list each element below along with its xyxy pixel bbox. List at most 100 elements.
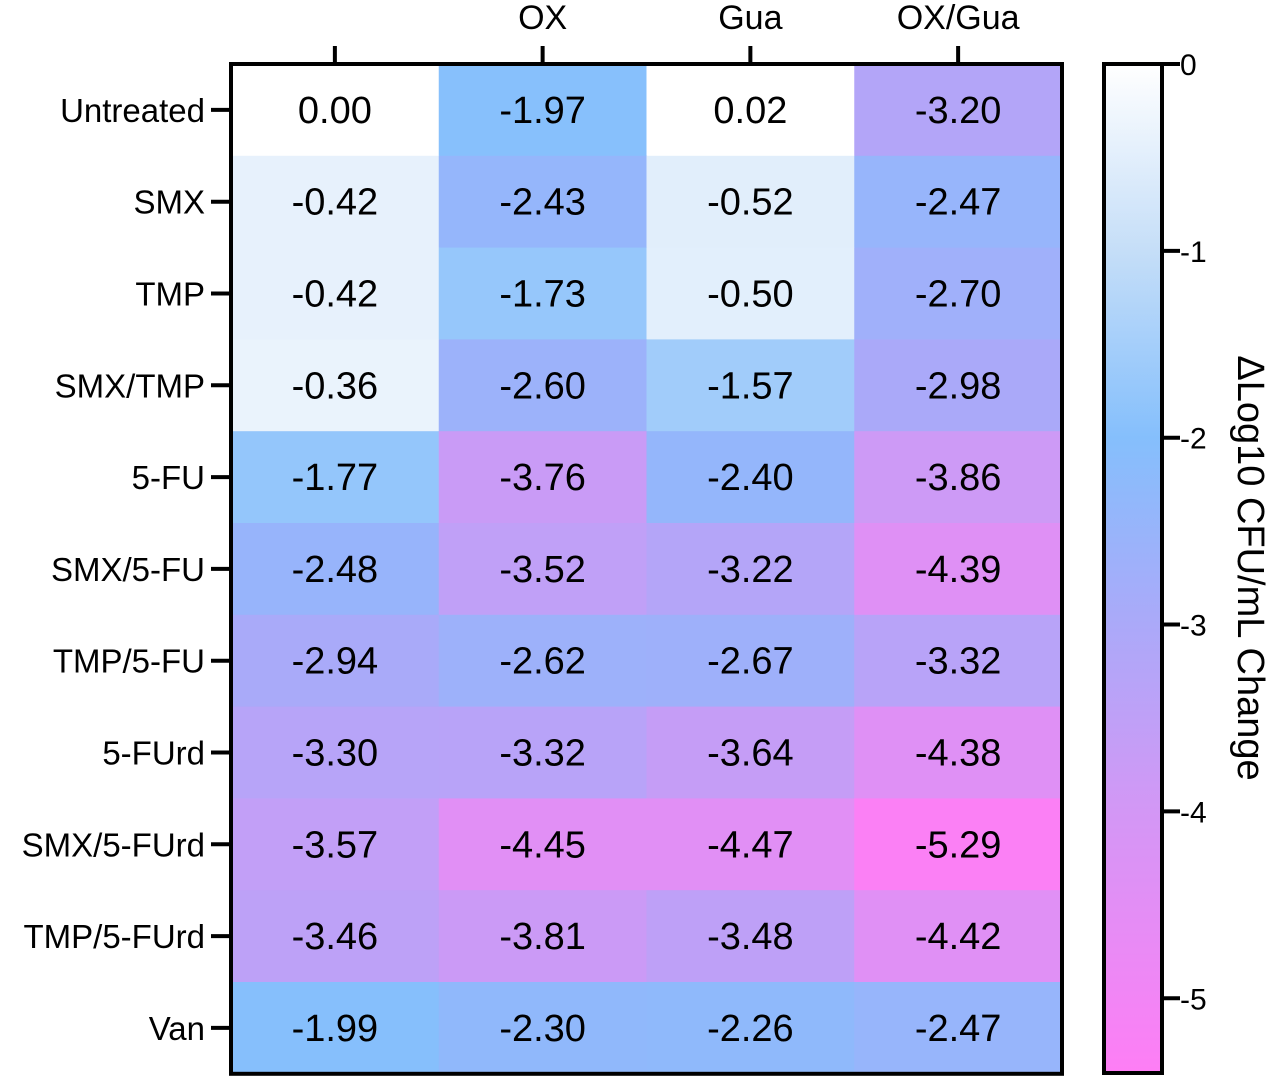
heatmap-cell [854,890,1063,983]
heatmap-cell [231,247,440,340]
heatmap-cell [646,706,855,799]
row-label: 5-FU [132,459,205,496]
heatmap-cell [854,339,1063,432]
heatmap-cell [231,155,440,249]
heatmap-cell [646,798,855,891]
cell-value-label: -0.42 [292,182,379,224]
heatmap-cell [854,247,1063,340]
colorbar [1102,62,1164,1075]
cell-value-label: -2.98 [915,365,1002,407]
cell-value-label: 0.00 [298,90,372,132]
row-label: Untreated [60,92,205,129]
column-label: OX/Gua [897,0,1020,37]
heatmap-cell [438,798,648,891]
heatmap-cell [646,247,855,340]
cell-value-label: -3.32 [499,733,586,775]
cell-value-label: -0.50 [707,274,794,316]
heatmap-cell [854,64,1063,157]
colorbar-tick-label: -3 [1180,610,1207,643]
cell-value-label: -3.22 [707,549,794,591]
row-label: 5-FUrd [102,735,205,772]
cell-value-label: -1.57 [707,365,794,407]
cell-value-label: -2.40 [707,457,794,499]
column-label: OX [518,0,567,37]
heatmap-cell [854,706,1063,799]
cell-value-label: -3.64 [707,733,794,775]
heatmap-cell [231,614,440,708]
heatmap-cell [646,64,855,157]
heatmap-cell [646,339,855,432]
cell-value-label: -3.86 [915,457,1002,499]
heatmap-cell [231,523,440,616]
row-label: SMX/5-FU [51,551,205,588]
cell-value-label: -3.32 [915,641,1002,683]
heatmap-cell [438,523,648,616]
heatmap-cell [438,247,648,340]
colorbar-tick-label: -2 [1180,423,1207,456]
cell-value-label: -3.30 [292,733,379,775]
cell-value-label: -1.73 [499,274,586,316]
cell-value-label: -4.39 [915,549,1002,591]
cell-value-label: -3.76 [499,457,586,499]
cell-value-label: -1.99 [292,1008,379,1050]
cell-value-label: -4.45 [499,824,586,866]
heatmap-cell [438,155,648,249]
heatmap-cell [231,890,440,983]
heatmap-cell [438,614,648,708]
row-label: SMX [133,184,205,221]
row-label: TMP/5-FUrd [24,918,206,955]
cell-value-label: -2.48 [292,549,379,591]
heatmap-cell [438,64,648,157]
cell-value-label: -2.47 [915,182,1002,224]
colorbar-tick-label: 0 [1180,49,1197,82]
cell-value-label: -0.42 [292,274,379,316]
row-label: SMX/5-FUrd [22,826,205,863]
cell-value-label: -3.81 [499,916,586,958]
heatmap-cell [231,798,440,891]
heatmap-cell [854,431,1063,524]
cell-value-label: -3.46 [292,916,379,958]
heatmap-cell [646,890,855,983]
cell-value-label: -2.26 [707,1008,794,1050]
cell-value-label: -3.57 [292,824,379,866]
cell-value-label: -4.47 [707,824,794,866]
column-label: Gua [718,0,782,37]
cell-value-label: -4.42 [915,916,1002,958]
colorbar-tick-label: -5 [1180,983,1207,1016]
cell-value-label: 0.02 [713,90,787,132]
row-label: TMP [135,276,205,313]
cell-value-label: -0.52 [707,182,794,224]
cell-value-label: -5.29 [915,824,1002,866]
heatmap-cell [854,614,1063,708]
cell-value-label: -2.60 [499,365,586,407]
heatmap-cell [438,431,648,524]
heatmap-cell [231,64,440,157]
cell-value-label: -2.67 [707,641,794,683]
heatmap-cell [646,523,855,616]
row-label: Van [149,1010,205,1047]
heatmap-cell [646,982,855,1075]
cell-value-label: -2.62 [499,641,586,683]
cell-value-label: -2.43 [499,182,586,224]
cell-value-label: -3.52 [499,549,586,591]
cell-value-label: -2.70 [915,274,1002,316]
heatmap-cell [231,982,440,1075]
row-label: SMX/TMP [55,367,205,404]
heatmap-cell [646,431,855,524]
heatmap-cell [854,523,1063,616]
row-label: TMP/5-FU [53,643,205,680]
cell-value-label: -3.48 [707,916,794,958]
heatmap-cell [854,155,1063,249]
cell-value-label: -2.47 [915,1008,1002,1050]
colorbar-tick-label: -4 [1180,796,1207,829]
heatmap-cell [854,798,1063,891]
cell-value-label: -3.20 [915,90,1002,132]
cell-value-label: -1.77 [292,457,379,499]
heatmap-cell [231,339,440,432]
colorbar-tick-label: -1 [1180,236,1207,269]
cell-value-label: -4.38 [915,733,1002,775]
heatmap-cell [231,431,440,524]
cell-value-label: -2.94 [292,641,379,683]
heatmap-cell [438,339,648,432]
